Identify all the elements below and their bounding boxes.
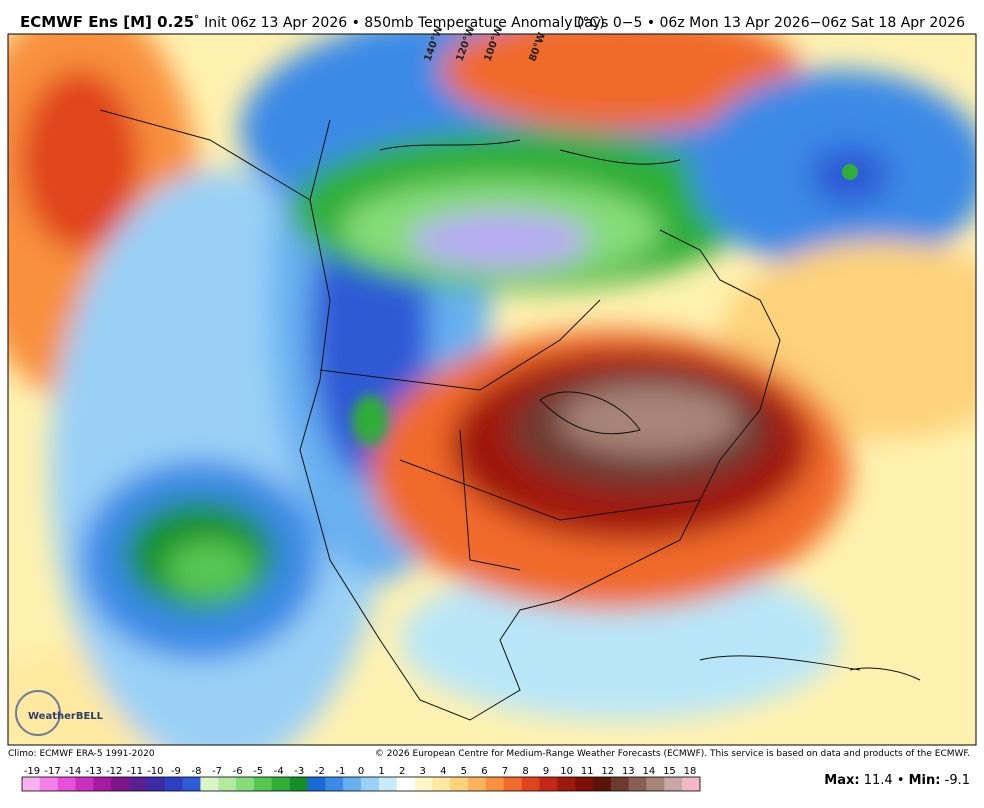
colorbar-swatch bbox=[396, 777, 415, 791]
colorbar-swatch bbox=[218, 777, 237, 791]
colorbar-label: -4 bbox=[274, 766, 284, 777]
colorbar-swatch bbox=[468, 777, 487, 791]
max-min: Max: 11.4 • Min: -9.1 bbox=[824, 773, 970, 788]
colorbar-label: -2 bbox=[315, 766, 325, 777]
min-value: -9.1 bbox=[945, 773, 970, 788]
colorbar-label: -7 bbox=[212, 766, 222, 777]
colorbar-label: -19 bbox=[24, 766, 40, 777]
colorbar-label: 12 bbox=[601, 766, 614, 777]
colorbar-label: 0 bbox=[358, 766, 364, 777]
colorbar-label: -3 bbox=[294, 766, 304, 777]
colorbar-swatch bbox=[521, 777, 540, 791]
colorbar-frame bbox=[21, 776, 701, 792]
colorbar-swatch bbox=[664, 777, 683, 791]
colorbar-swatch bbox=[575, 777, 594, 791]
degree: ° bbox=[194, 14, 199, 25]
anomaly-field bbox=[8, 34, 976, 745]
colorbar-swatch bbox=[271, 777, 290, 791]
colorbar-swatch bbox=[146, 777, 166, 791]
min-label: Min: bbox=[909, 773, 941, 788]
colorbar-label: 7 bbox=[502, 766, 508, 777]
colorbar-swatch bbox=[236, 777, 255, 791]
colorbar-label: 14 bbox=[643, 766, 656, 777]
colorbar-swatch bbox=[432, 777, 451, 791]
colorbar-label: -11 bbox=[127, 766, 143, 777]
colorbar-swatch bbox=[414, 777, 433, 791]
colorbar-swatch bbox=[682, 777, 701, 791]
colorbar-label: 1 bbox=[378, 766, 384, 777]
period: Days 0−5 • 06z Mon 13 Apr 2026−06z Sat 1… bbox=[573, 15, 965, 31]
colorbar-swatch bbox=[164, 777, 183, 791]
colorbar-label: -9 bbox=[171, 766, 181, 777]
colorbar-label: 5 bbox=[461, 766, 467, 777]
colorbar-label: 10 bbox=[560, 766, 573, 777]
colorbar-label: -6 bbox=[233, 766, 243, 777]
colorbar-swatch bbox=[57, 777, 76, 791]
colorbar-label: 13 bbox=[622, 766, 635, 777]
logo-text: WeatherBELL bbox=[28, 711, 104, 722]
colorbar-swatch bbox=[628, 777, 647, 791]
colorbar-swatch bbox=[450, 777, 469, 791]
colorbar-swatch bbox=[378, 777, 397, 791]
colorbar-swatch bbox=[539, 777, 558, 791]
colorbar-label: -10 bbox=[147, 766, 163, 777]
colorbar-swatch bbox=[503, 777, 522, 791]
colorbar-label: -5 bbox=[253, 766, 263, 777]
colorbar-swatch bbox=[129, 777, 148, 791]
colorbar-swatch bbox=[343, 777, 362, 791]
copyright: © 2026 European Centre for Medium-Range … bbox=[375, 749, 970, 759]
title-model: ECMWF Ens [M] 0.25° Init 06z 13 Apr 2026 … bbox=[20, 13, 605, 31]
colorbar-swatch bbox=[200, 777, 219, 791]
colorbar-label: 11 bbox=[581, 766, 594, 777]
colorbar-label: -17 bbox=[44, 766, 60, 777]
colorbar-swatch bbox=[307, 777, 326, 791]
colorbar-swatch bbox=[485, 777, 505, 791]
colorbar-label: -13 bbox=[86, 766, 102, 777]
colorbar-label: -14 bbox=[65, 766, 81, 777]
colorbar-swatch bbox=[93, 777, 112, 791]
logo: WeatherBELL bbox=[15, 690, 104, 736]
colorbar-label: 18 bbox=[684, 766, 697, 777]
model: ECMWF Ens [M] 0.25 bbox=[20, 13, 194, 31]
colorbar-label: -1 bbox=[335, 766, 345, 777]
colorbar-swatch bbox=[22, 777, 41, 791]
colorbar-label: 6 bbox=[481, 766, 487, 777]
colorbar-swatch bbox=[646, 777, 665, 791]
colorbar-swatch bbox=[557, 777, 576, 791]
colorbar-swatch bbox=[75, 777, 94, 791]
colorbar-label: 15 bbox=[663, 766, 676, 777]
colorbar-swatch bbox=[592, 777, 612, 791]
colorbar-label: 3 bbox=[420, 766, 426, 777]
colorbar-label: 2 bbox=[399, 766, 405, 777]
colorbar-swatch bbox=[39, 777, 58, 791]
colorbar-swatch bbox=[361, 777, 380, 791]
separator: • bbox=[897, 773, 905, 788]
colorbar-label: 8 bbox=[522, 766, 528, 777]
map-frame bbox=[7, 33, 977, 746]
colorbar-label: 9 bbox=[543, 766, 549, 777]
max-label: Max: bbox=[824, 773, 859, 788]
colorbar-swatch bbox=[289, 777, 308, 791]
colorbar-label: -12 bbox=[106, 766, 122, 777]
colorbar-swatch bbox=[253, 777, 273, 791]
colorbar-label: -8 bbox=[192, 766, 202, 777]
colorbar-swatch bbox=[111, 777, 130, 791]
max-value: 11.4 bbox=[864, 773, 893, 788]
init: Init 06z 13 Apr 2026 • 850mb Temperature… bbox=[204, 15, 605, 31]
climo: Climo: ECMWF ERA-5 1991-2020 bbox=[8, 749, 155, 759]
colorbar: -19 -17 -14 -13 -12 -11 -10 -9 -8 -7 -6 -5 -4 -3 -2 -1 0… bbox=[21, 766, 701, 792]
colorbar-label: 4 bbox=[440, 766, 446, 777]
colorbar-swatch bbox=[610, 777, 629, 791]
colorbar-swatch bbox=[182, 777, 201, 791]
colorbar-swatch bbox=[325, 777, 344, 791]
